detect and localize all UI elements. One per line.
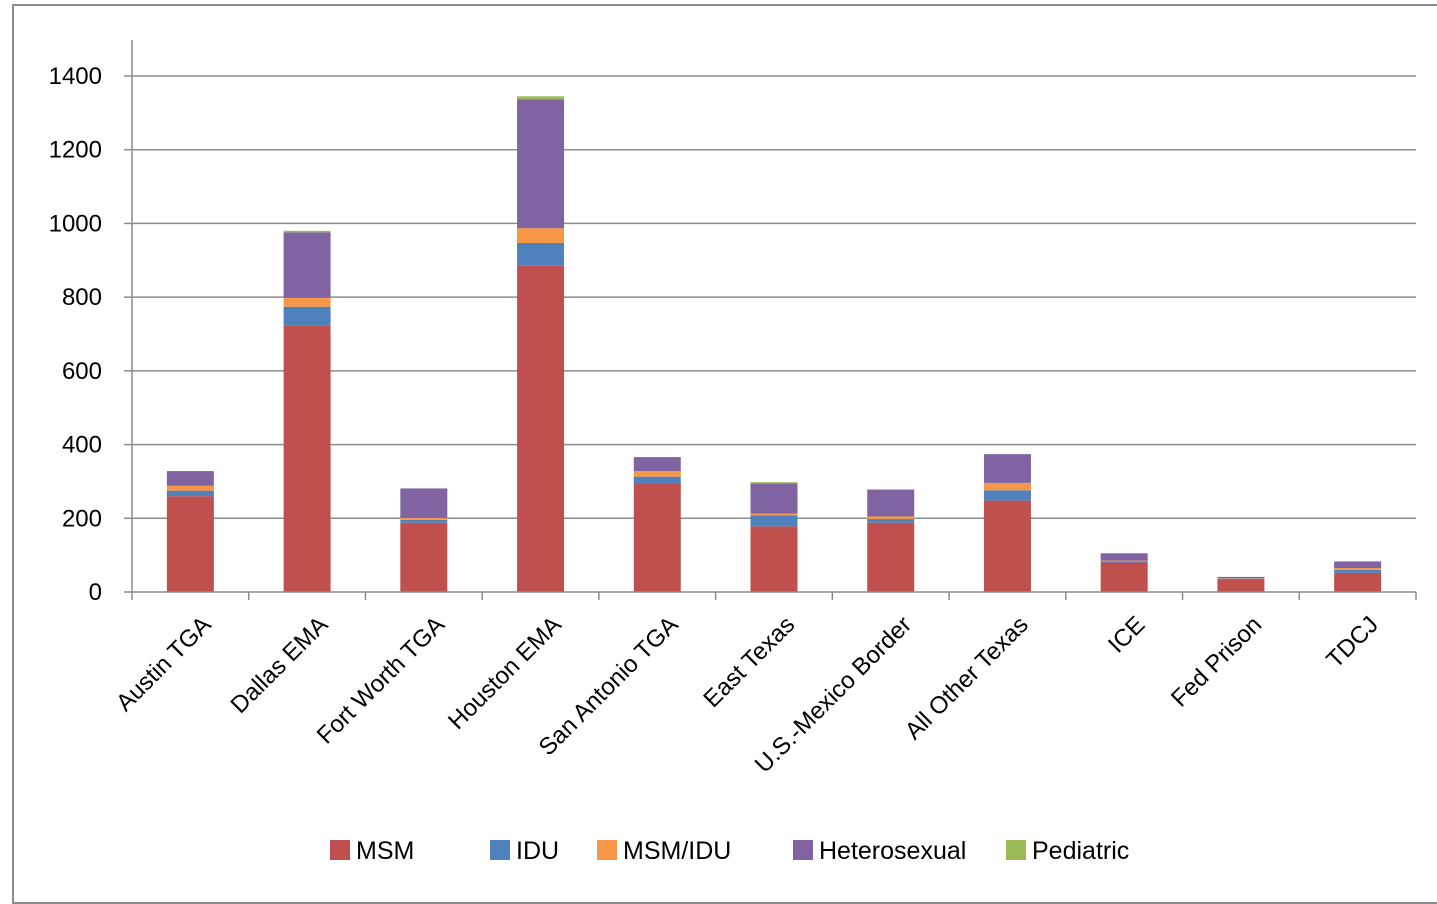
x-tick-label: East Texas: [698, 611, 800, 713]
y-tick-label: 0: [89, 579, 102, 606]
legend-label: Heterosexual: [819, 837, 966, 865]
bar-segment: [1217, 579, 1264, 580]
bar-segment: [867, 523, 914, 592]
bar-segment: [751, 526, 798, 592]
y-tick-label: 1400: [49, 63, 102, 90]
bar-segment: [634, 457, 681, 471]
y-tick-labels: 0 200 400 600 800 1000 1200 1400: [49, 63, 102, 606]
bar-segment: [400, 523, 447, 592]
bar-segment: [984, 454, 1031, 483]
bar-segment: [167, 486, 214, 491]
y-tick-label: 400: [62, 432, 102, 459]
y-tick-label: 200: [62, 505, 102, 532]
bar-segment: [284, 307, 331, 326]
x-tick-label: Dallas EMA: [226, 611, 334, 719]
bar-segment: [167, 491, 214, 497]
bar-segment: [984, 483, 1031, 490]
legend-label: Pediatric: [1032, 837, 1129, 865]
bar-segment: [867, 519, 914, 523]
bar-segment: [517, 99, 564, 228]
legend-swatch: [597, 840, 617, 860]
bar-segment: [867, 516, 914, 519]
bar-segment: [634, 477, 681, 484]
x-tick-label: Austin TGA: [111, 611, 217, 717]
bar-segment: [1217, 577, 1264, 578]
y-tick-label: 600: [62, 358, 102, 385]
legend: MSM IDU MSM/IDU Heterosexual Pediatric: [330, 837, 1129, 865]
x-tick-label: ICE: [1103, 611, 1150, 658]
x-tick-label: Fort Worth TGA: [312, 611, 450, 749]
legend-label: MSM/IDU: [623, 837, 731, 865]
y-tick-label: 1200: [49, 137, 102, 164]
bar-segment: [517, 96, 564, 99]
bar-segment: [1101, 553, 1148, 560]
bar-segment: [167, 471, 214, 486]
legend-label: MSM: [356, 837, 414, 865]
legend-swatch: [490, 840, 510, 860]
legend-label: IDU: [516, 837, 559, 865]
bar-segment: [284, 298, 331, 307]
legend-swatch: [330, 840, 350, 860]
bar-segment: [751, 515, 798, 526]
bar-segment: [284, 232, 331, 298]
bar-segment: [634, 484, 681, 592]
bar-segment: [1101, 561, 1148, 562]
bar-segment: [1334, 568, 1381, 570]
bar-segment: [1101, 563, 1148, 592]
bar-segment: [751, 483, 798, 513]
x-tick-label: Fed Prison: [1166, 611, 1267, 712]
legend-swatch: [793, 840, 813, 860]
bar-segment: [751, 482, 798, 483]
bar-segment: [751, 513, 798, 515]
bar-segment: [400, 518, 447, 520]
bar-segment: [1334, 561, 1381, 568]
bar-segment: [1101, 561, 1148, 562]
bar-segment: [284, 326, 331, 592]
y-tick-label: 800: [62, 284, 102, 311]
bar-segment: [167, 496, 214, 592]
bar-segment: [984, 501, 1031, 592]
bar-segment: [984, 490, 1031, 500]
bar-segment: [517, 243, 564, 266]
x-tick-label: TDCJ: [1321, 611, 1383, 673]
bar-segment: [634, 471, 681, 477]
bar-segment: [400, 520, 447, 523]
bar-segment: [517, 266, 564, 592]
y-tick-label: 1000: [49, 210, 102, 237]
x-tick-label: Houston EMA: [443, 611, 567, 735]
bar-segment: [284, 231, 331, 232]
bar-segment: [1334, 573, 1381, 592]
bar-segment: [517, 228, 564, 243]
bar-segment: [1334, 570, 1381, 573]
bar-segment: [867, 490, 914, 517]
x-tick-label: All Other Texas: [900, 611, 1034, 745]
legend-swatch: [1006, 840, 1026, 860]
bar-segment: [400, 488, 447, 517]
bar-segment: [1217, 579, 1264, 592]
